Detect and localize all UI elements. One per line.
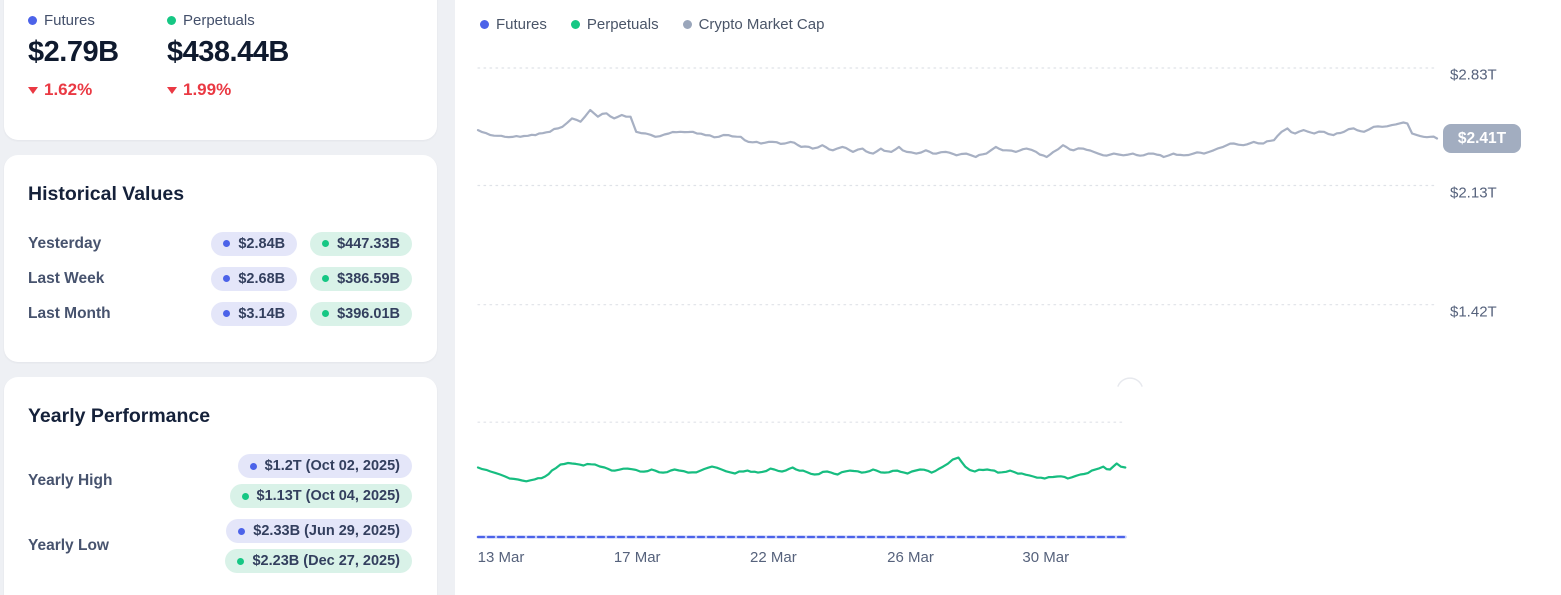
perpetuals-metric: Perpetuals $438.44B 1.99% <box>167 12 289 100</box>
perpetuals-value-pill: $396.01B <box>310 301 412 326</box>
legend-item-futures[interactable]: Futures <box>480 16 547 33</box>
yearly-high-row: Yearly High $1.2T (Oct 02, 2025) $1.13T … <box>28 454 412 508</box>
yearly-low-row: Yearly Low $2.33B (Jun 29, 2025) $2.23B … <box>28 519 412 573</box>
perpetuals-dot-icon <box>237 557 245 565</box>
summary-card: Futures $2.79B 1.62% Perpetuals $438.44B… <box>4 0 437 140</box>
row-label: Last Month <box>28 304 111 322</box>
futures-dot-icon <box>28 16 37 25</box>
perpetuals-dot-icon <box>322 275 330 282</box>
futures-value-pill: $2.33B (Jun 29, 2025) <box>226 519 412 543</box>
y-axis-label: $2.13T <box>1450 184 1497 201</box>
perpetuals-value-pill: $386.59B <box>310 266 412 291</box>
futures-dot-icon <box>223 275 231 282</box>
perpetuals-value-pill: $1.13T (Oct 04, 2025) <box>229 484 412 508</box>
perpetuals-value: $438.44B <box>167 36 289 68</box>
historical-row-yesterday: Yesterday $2.84B $447.33B <box>28 231 412 256</box>
futures-value-pill: $2.68B <box>211 266 298 291</box>
row-label: Yearly Low <box>28 537 109 554</box>
y-axis-label: $1.42T <box>1450 303 1497 321</box>
down-arrow-icon <box>167 86 177 94</box>
futures-value-pill: $3.14B <box>211 301 298 326</box>
futures-change: 1.62% <box>28 80 119 100</box>
yearly-performance-card: Yearly Performance Yearly High $1.2T (Oc… <box>4 377 437 595</box>
futures-dot-icon <box>480 20 489 29</box>
perpetuals-value-pill: $2.23B (Dec 27, 2025) <box>225 549 412 573</box>
legend-item-market-cap[interactable]: Crypto Market Cap <box>682 16 824 33</box>
futures-value-pill: $1.2T (Oct 02, 2025) <box>237 454 412 478</box>
futures-dot-icon <box>249 462 257 470</box>
futures-value-pill: $2.84B <box>211 231 298 256</box>
perpetuals-value-pill: $447.33B <box>310 231 412 256</box>
chart-legend: Futures Perpetuals Crypto Market Cap <box>480 16 824 33</box>
perpetuals-dot-icon <box>570 20 580 29</box>
down-arrow-icon <box>28 86 38 94</box>
current-value-badge: $2.41T <box>1443 124 1521 153</box>
line-chart-plot[interactable] <box>455 0 1561 595</box>
perpetuals-dot-icon <box>322 240 330 247</box>
perpetuals-dot-icon <box>241 492 249 500</box>
perpetuals-change: 1.99% <box>167 80 289 100</box>
x-axis-label: 22 Mar <box>750 549 797 566</box>
x-axis-label: 26 Mar <box>887 549 934 566</box>
row-label: Yearly High <box>28 472 113 489</box>
row-label: Last Week <box>28 269 105 287</box>
perpetuals-label: Perpetuals <box>183 12 255 29</box>
futures-metric: Futures $2.79B 1.62% <box>28 12 119 100</box>
futures-label: Futures <box>44 12 95 29</box>
historical-row-last-week: Last Week $2.68B $386.59B <box>28 266 412 291</box>
futures-dot-icon <box>223 240 231 247</box>
derivatives-chart-panel: Futures Perpetuals Crypto Market Cap $2.… <box>455 0 1561 595</box>
perpetuals-dot-icon <box>322 310 330 317</box>
historical-row-last-month: Last Month $3.14B $396.01B <box>28 301 412 326</box>
legend-item-perpetuals[interactable]: Perpetuals <box>570 16 659 33</box>
historical-values-card: Historical Values Yesterday $2.84B $447.… <box>4 155 437 362</box>
arc-watermark <box>1117 377 1143 387</box>
historical-values-title: Historical Values <box>28 183 185 205</box>
perpetuals-dot-icon <box>167 16 176 25</box>
crypto-market-cap-line <box>476 108 1439 159</box>
x-axis-label: 30 Mar <box>1022 549 1070 566</box>
futures-dot-icon <box>238 527 246 535</box>
x-axis-label: 17 Mar <box>613 549 661 566</box>
futures-value: $2.79B <box>28 36 119 68</box>
perpetuals-line <box>476 456 1127 483</box>
yearly-performance-title: Yearly Performance <box>28 405 211 427</box>
row-label: Yesterday <box>28 234 102 252</box>
y-axis-label: $2.83T <box>1450 66 1497 84</box>
futures-dot-icon <box>223 310 231 317</box>
market-cap-dot-icon <box>682 20 692 29</box>
x-axis-label: 13 Mar <box>477 549 525 566</box>
